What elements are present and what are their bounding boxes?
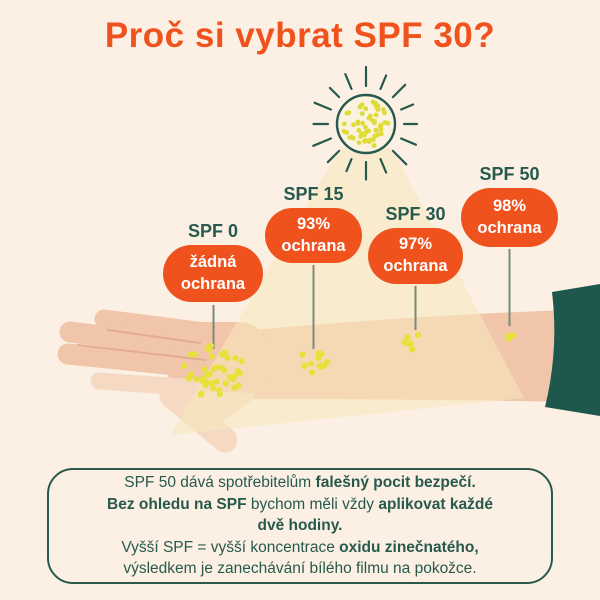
pinky-finger <box>90 372 205 397</box>
spf-0-marker: SPF 0 žádná ochrana <box>163 221 263 302</box>
protection-value: 97% <box>398 235 433 254</box>
spf-15-marker: SPF 15 93% ochrana <box>265 184 362 263</box>
finger-crease <box>77 344 206 361</box>
protection-word: ochrana <box>477 218 542 237</box>
spf-0-pill: žádná ochrana <box>163 245 263 302</box>
uv-cluster-spf-15 <box>299 350 331 376</box>
sun-uv-dots <box>341 99 391 148</box>
protection-word: ochrana <box>281 236 346 255</box>
finger-crease <box>107 329 201 344</box>
protection-word: ochrana <box>383 257 448 275</box>
protection-value: 93% <box>296 214 331 233</box>
sun-rays <box>312 65 419 181</box>
sun-icon <box>312 65 419 181</box>
protection-value: žádná <box>189 252 237 271</box>
uv-cluster-spf-30 <box>401 332 422 353</box>
spf-30-marker: SPF 30 97% ochrana <box>368 204 463 284</box>
protection-word: ochrana <box>180 274 246 293</box>
spf-30-label: SPF 30 <box>385 204 446 224</box>
info-line: dvě hodiny. <box>257 517 343 535</box>
info-line: Bez ohledu na SPF bychom měli vždy aplik… <box>107 495 493 513</box>
spf-50-pill: 98% ochrana <box>461 188 558 247</box>
uv-cluster-spf-50 <box>504 332 517 342</box>
info-line: výsledkem je zanechávání bílého filmu na… <box>123 560 477 578</box>
spf-0-label: SPF 0 <box>187 221 239 241</box>
info-line: Vyšší SPF = vyšší koncentrace oxidu zine… <box>121 538 479 556</box>
sun-beam <box>170 148 524 435</box>
protection-value: 98% <box>492 196 527 215</box>
info-line: SPF 50 dává spotřebitelům falešný pocit … <box>124 474 476 492</box>
connector-lines <box>212 249 511 349</box>
uv-dot-clusters <box>180 332 517 398</box>
info-box: SPF 50 dává spotřebitelům falešný pocit … <box>47 468 553 584</box>
spf-15-label: SPF 15 <box>283 184 344 204</box>
spf-50-marker: SPF 50 98% ochrana <box>461 164 558 247</box>
spf-15-pill: 93% ochrana <box>265 208 362 263</box>
sleeve <box>545 284 600 416</box>
page-title: Proč si vybrat SPF 30? <box>104 16 496 55</box>
spf-30-pill: 97% ochrana <box>368 228 463 284</box>
uv-cluster-spf-0 <box>180 342 245 398</box>
spf-50-label: SPF 50 <box>479 164 540 184</box>
